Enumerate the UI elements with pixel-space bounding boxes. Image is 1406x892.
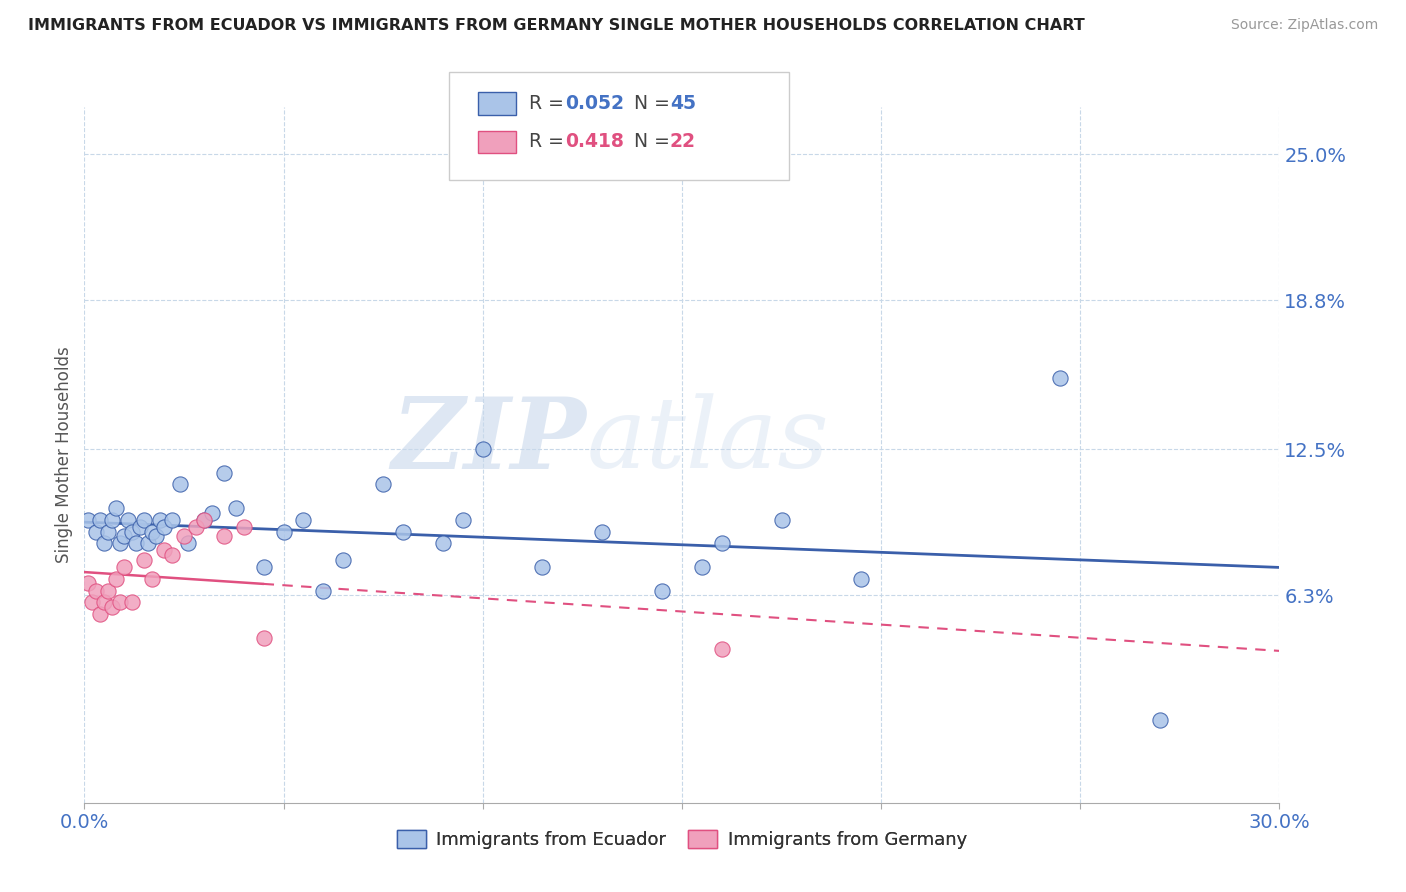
Legend: Immigrants from Ecuador, Immigrants from Germany: Immigrants from Ecuador, Immigrants from… — [389, 822, 974, 856]
Point — [136, 536, 159, 550]
Point — [129, 520, 152, 534]
Text: atlas: atlas — [586, 393, 830, 489]
Text: 0.052: 0.052 — [565, 94, 624, 113]
Text: 45: 45 — [671, 94, 696, 113]
Point — [121, 524, 143, 539]
Point — [193, 513, 215, 527]
Point — [145, 529, 167, 543]
Point — [77, 513, 100, 527]
Point — [273, 524, 295, 539]
Text: 0.418: 0.418 — [565, 132, 624, 152]
Text: R =: R = — [529, 94, 569, 113]
Text: N =: N = — [623, 94, 676, 113]
Point — [97, 524, 120, 539]
Point — [184, 520, 207, 534]
Point — [77, 576, 100, 591]
Point — [1149, 713, 1171, 727]
Point — [89, 513, 111, 527]
Text: 22: 22 — [671, 132, 696, 152]
Point — [101, 513, 124, 527]
Point — [117, 513, 139, 527]
Point — [232, 520, 254, 534]
Point — [212, 466, 235, 480]
Point — [121, 595, 143, 609]
Point — [125, 536, 148, 550]
Point — [153, 543, 176, 558]
Point — [253, 560, 276, 574]
Point — [110, 536, 132, 550]
Point — [141, 524, 163, 539]
Point — [105, 572, 128, 586]
Point — [690, 560, 713, 574]
Point — [132, 553, 156, 567]
Point — [112, 560, 135, 574]
Point — [710, 536, 733, 550]
Y-axis label: Single Mother Households: Single Mother Households — [55, 347, 73, 563]
Point — [471, 442, 494, 456]
Point — [169, 477, 191, 491]
Point — [253, 631, 276, 645]
Text: ZIP: ZIP — [391, 392, 586, 489]
FancyBboxPatch shape — [449, 72, 790, 180]
Point — [132, 513, 156, 527]
Point — [86, 524, 108, 539]
FancyBboxPatch shape — [478, 131, 516, 153]
Point — [432, 536, 454, 550]
Point — [141, 572, 163, 586]
Point — [105, 500, 128, 515]
Point — [160, 513, 183, 527]
Point — [173, 529, 195, 543]
Point — [851, 572, 873, 586]
Point — [312, 583, 335, 598]
Point — [392, 524, 415, 539]
Text: Source: ZipAtlas.com: Source: ZipAtlas.com — [1230, 18, 1378, 32]
Point — [112, 529, 135, 543]
Point — [93, 536, 115, 550]
Point — [86, 583, 108, 598]
Point — [177, 536, 200, 550]
Point — [160, 548, 183, 562]
Text: N =: N = — [623, 132, 676, 152]
Point — [373, 477, 395, 491]
Point — [651, 583, 673, 598]
Point — [149, 513, 172, 527]
Point — [201, 506, 224, 520]
Point — [531, 560, 554, 574]
Point — [225, 500, 247, 515]
Text: R =: R = — [529, 132, 569, 152]
Point — [770, 513, 793, 527]
FancyBboxPatch shape — [478, 93, 516, 115]
Point — [93, 595, 115, 609]
Point — [710, 642, 733, 657]
Point — [292, 513, 315, 527]
Point — [332, 553, 354, 567]
Point — [193, 513, 215, 527]
Point — [82, 595, 104, 609]
Point — [89, 607, 111, 621]
Point — [110, 595, 132, 609]
Point — [212, 529, 235, 543]
Point — [1049, 371, 1071, 385]
Text: IMMIGRANTS FROM ECUADOR VS IMMIGRANTS FROM GERMANY SINGLE MOTHER HOUSEHOLDS CORR: IMMIGRANTS FROM ECUADOR VS IMMIGRANTS FR… — [28, 18, 1085, 33]
Point — [97, 583, 120, 598]
Point — [153, 520, 176, 534]
Point — [591, 524, 613, 539]
Point — [451, 513, 474, 527]
Point — [101, 600, 124, 615]
